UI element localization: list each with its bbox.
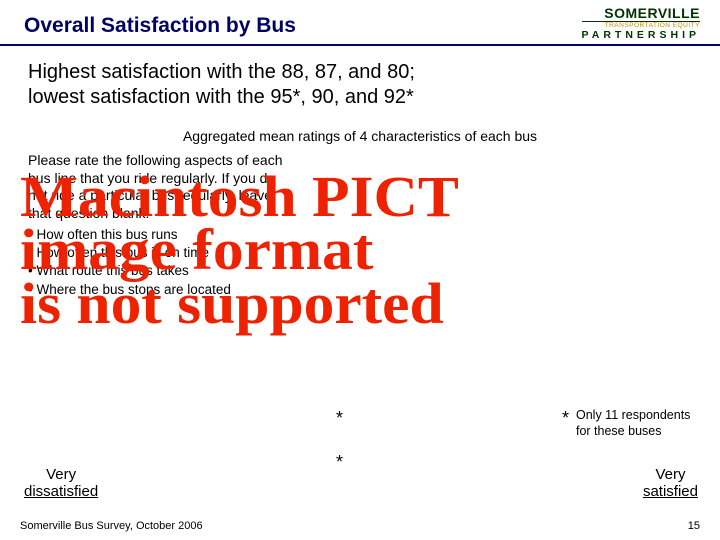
header: Overall Satisfaction by Bus SOMERVILLE T… (0, 0, 720, 46)
logo-text-bot: PARTNERSHIP (582, 30, 700, 41)
page-number: 15 (688, 520, 700, 532)
subtitle-line1: Highest satisfaction with the 88, 87, an… (28, 61, 415, 83)
scale-left-label: Very dissatisfied (24, 466, 98, 501)
asterisk-icon: * (336, 408, 343, 429)
chart-title: Aggregated mean ratings of 4 characteris… (0, 110, 720, 144)
logo-text-top: SOMERVILLE (582, 6, 700, 20)
error-line3: is not supported (20, 277, 720, 330)
subtitle: Highest satisfaction with the 88, 87, an… (0, 46, 720, 110)
asterisk-icon: * (562, 408, 569, 429)
scale-right-label: Very satisfied (643, 466, 698, 501)
asterisk-icon: * (336, 452, 343, 473)
respondent-note: Only 11 respondents for these buses (576, 408, 716, 439)
respondent-note-l2: for these buses (576, 424, 661, 438)
respondent-note-l1: Only 11 respondents (576, 408, 690, 422)
scale-right-l2: satisfied (643, 483, 698, 500)
scale-right-l1: Very (655, 466, 685, 483)
subtitle-line2: lowest satisfaction with the 95*, 90, an… (28, 86, 414, 108)
footer-source: Somerville Bus Survey, October 2006 (20, 520, 203, 532)
scale-left-l1: Very (46, 466, 76, 483)
scale-left-l2: dissatisfied (24, 483, 98, 500)
pict-error-overlay: Macintosh PICT image format is not suppo… (0, 170, 720, 330)
error-line2: image format (20, 223, 720, 276)
brand-logo: SOMERVILLE TRANSPORTATION EQUITY PARTNER… (582, 6, 700, 40)
footer: Somerville Bus Survey, October 2006 15 (20, 520, 700, 532)
page-title: Overall Satisfaction by Bus (24, 14, 582, 38)
error-line1: Macintosh PICT (20, 170, 720, 223)
